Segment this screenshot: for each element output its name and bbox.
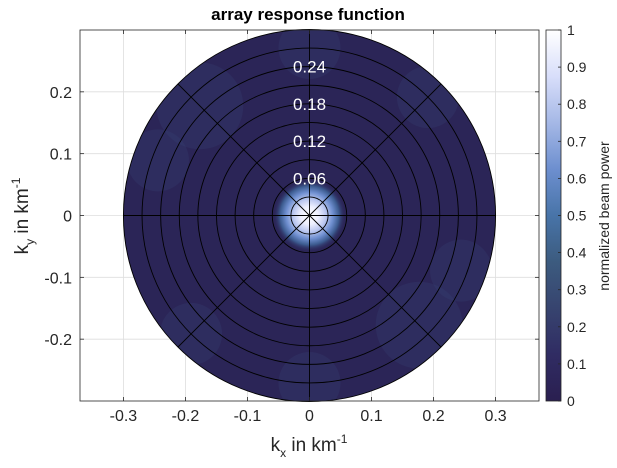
sidelobe-patch (430, 239, 493, 302)
y-tick-label: -0.2 (44, 332, 72, 349)
ring-label: 0.18 (293, 95, 326, 114)
ring-label: 0.06 (293, 169, 326, 188)
polar-spoke (177, 83, 310, 216)
x-tick-label: 0.3 (484, 408, 506, 425)
colorbar-tick-label: 0.1 (567, 356, 587, 372)
x-tick-label: 0 (305, 408, 314, 425)
y-tick-label: -0.1 (44, 270, 72, 287)
colorbar-tick-label: 0.9 (567, 59, 587, 75)
x-axis-ticks: -0.3 -0.2 -0.1 0 0.1 0.2 0.3 (110, 30, 507, 425)
y-tick-label: 0.1 (50, 147, 72, 164)
polar-spoke (309, 215, 442, 348)
x-axis-label: kx in km-1 (271, 432, 348, 460)
colorbar-tick-label: 0.8 (567, 96, 587, 112)
colorbar-tick-label: 0.2 (567, 319, 587, 335)
colorbar-tick-label: 0 (567, 393, 575, 409)
ring-labels: 0.06 0.12 0.18 0.24 (293, 58, 326, 189)
chart-title: array response function (211, 5, 405, 24)
colorbar-tick-label: 0.7 (567, 133, 587, 149)
y-axis-ticks: 0.2 0.1 0 -0.1 -0.2 (44, 85, 539, 349)
colorbar-tick-label: 1 (567, 22, 575, 38)
y-tick-label: 0 (63, 209, 72, 226)
x-tick-label: -0.3 (110, 408, 138, 425)
polar-spoke (177, 215, 310, 348)
colorbar-tick-label: 0.4 (567, 245, 587, 261)
polar-spoke (309, 83, 442, 216)
polar-grid (122, 28, 497, 403)
sidelobe-patch (126, 129, 189, 192)
x-tick-label: 0.1 (360, 408, 382, 425)
x-tick-label: -0.2 (172, 408, 200, 425)
colorbar-tick-label: 0.6 (567, 170, 587, 186)
y-tick-label: 0.2 (50, 85, 72, 102)
y-axis-label: ky in km-1 (9, 177, 37, 254)
colorbar-ticks: 0 0.1 0.2 0.3 0.4 0.5 0.6 0.7 0.8 0.9 1 (558, 22, 587, 409)
ring-label: 0.24 (293, 58, 326, 77)
x-tick-label: -0.1 (234, 408, 262, 425)
x-tick-label: 0.2 (422, 408, 444, 425)
colorbar-label: normalized beam power (596, 141, 612, 291)
colorbar-tick-label: 0.3 (567, 282, 587, 298)
ring-label: 0.12 (293, 132, 326, 151)
colorbar-tick-label: 0.5 (567, 208, 587, 224)
